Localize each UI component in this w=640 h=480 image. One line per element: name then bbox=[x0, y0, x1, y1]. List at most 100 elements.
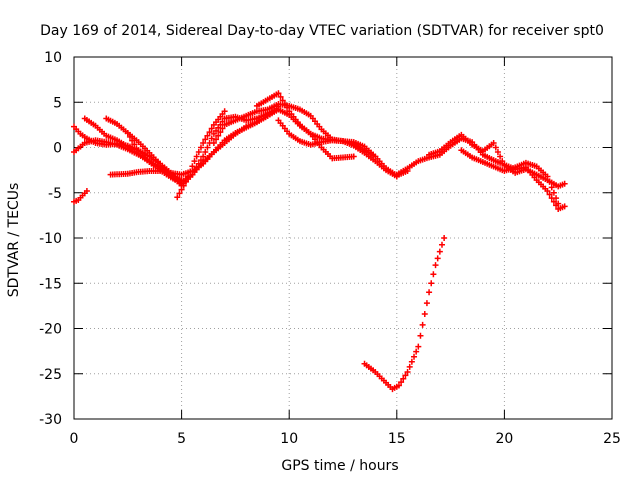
data-point bbox=[494, 149, 501, 156]
data-point bbox=[176, 190, 183, 197]
data-point bbox=[219, 125, 226, 132]
y-tick-label: 10 bbox=[44, 50, 62, 66]
data-point bbox=[213, 136, 220, 143]
series-arc-p bbox=[361, 235, 448, 393]
data-point bbox=[544, 187, 551, 194]
grid bbox=[74, 57, 612, 419]
data-point bbox=[430, 271, 437, 278]
data-point bbox=[208, 125, 215, 132]
y-tick-label: -20 bbox=[39, 322, 62, 338]
data-point bbox=[426, 289, 433, 296]
data-point bbox=[402, 372, 409, 379]
data-point bbox=[221, 108, 228, 115]
data-point bbox=[553, 195, 560, 202]
data-point bbox=[208, 135, 215, 142]
data-point bbox=[561, 180, 568, 187]
data-point bbox=[204, 132, 211, 139]
data-point bbox=[281, 101, 288, 108]
data-point bbox=[200, 139, 207, 146]
data-point bbox=[182, 178, 189, 185]
series-arc-f bbox=[174, 108, 228, 201]
data-point bbox=[174, 194, 181, 201]
y-tick-label: -15 bbox=[39, 276, 62, 292]
data-point bbox=[415, 343, 422, 350]
data-point bbox=[417, 332, 424, 339]
data-point bbox=[210, 139, 217, 146]
data-point bbox=[546, 178, 553, 185]
data-point bbox=[195, 160, 202, 167]
data-point bbox=[395, 382, 402, 389]
data-point bbox=[419, 321, 426, 328]
data-point bbox=[129, 137, 136, 144]
data-point bbox=[279, 97, 286, 104]
data-point bbox=[441, 235, 448, 241]
chart-title: Day 169 of 2014, Sidereal Day-to-day VTE… bbox=[40, 23, 604, 39]
data-point bbox=[411, 353, 418, 360]
data-point bbox=[550, 198, 557, 205]
x-tick-label: 10 bbox=[280, 431, 298, 447]
data-point bbox=[197, 144, 204, 151]
data-point bbox=[434, 255, 441, 262]
data-point bbox=[202, 149, 209, 156]
data-point bbox=[180, 182, 187, 189]
data-point bbox=[421, 311, 428, 318]
data-point bbox=[178, 186, 185, 193]
data-point bbox=[131, 141, 138, 148]
y-tick-label: -25 bbox=[39, 367, 62, 383]
y-tick-label: -30 bbox=[39, 412, 62, 428]
data-point bbox=[428, 280, 435, 287]
data-point bbox=[83, 187, 90, 194]
data-point bbox=[275, 90, 282, 97]
ticks: 0 5 10 15 20 25 -30 -25 -20 -15 -10 -5 0 5 10 bbox=[39, 50, 621, 447]
y-tick-label: 0 bbox=[53, 141, 62, 157]
series-arc-j bbox=[253, 90, 357, 162]
data-point bbox=[561, 203, 568, 210]
data-point bbox=[490, 139, 497, 146]
data-point bbox=[350, 153, 357, 160]
data-point bbox=[191, 168, 198, 175]
x-tick-label: 25 bbox=[603, 431, 621, 447]
series-arc-n bbox=[458, 147, 562, 207]
data-point bbox=[124, 130, 131, 137]
x-tick-label: 0 bbox=[70, 431, 79, 447]
y-tick-label: -10 bbox=[39, 231, 62, 247]
data-point bbox=[277, 93, 284, 100]
data-point bbox=[213, 127, 220, 134]
data-point bbox=[497, 153, 504, 160]
data-point bbox=[400, 375, 407, 382]
data-point bbox=[191, 158, 198, 165]
y-tick-label: 5 bbox=[53, 95, 62, 111]
data-point bbox=[398, 379, 405, 386]
data-point bbox=[423, 300, 430, 307]
data-point bbox=[219, 118, 226, 125]
data-point bbox=[189, 171, 196, 178]
data-point bbox=[202, 136, 209, 143]
x-tick-label: 15 bbox=[388, 431, 406, 447]
data-point bbox=[408, 358, 415, 365]
data-point bbox=[217, 129, 224, 136]
data-point bbox=[195, 149, 202, 156]
data-point bbox=[133, 145, 140, 152]
x-tick-label: 5 bbox=[177, 431, 186, 447]
data-point bbox=[406, 363, 413, 370]
data-point bbox=[200, 153, 207, 160]
data-point bbox=[206, 129, 213, 136]
data-point bbox=[197, 157, 204, 164]
data-point bbox=[193, 153, 200, 160]
data-point bbox=[492, 144, 499, 151]
data-point bbox=[555, 200, 562, 207]
data-point bbox=[284, 104, 291, 111]
data-point bbox=[550, 189, 557, 196]
series-arc-e bbox=[124, 103, 282, 189]
data-point bbox=[438, 241, 445, 248]
series-arc-k bbox=[275, 117, 400, 180]
data-point bbox=[432, 262, 439, 269]
x-axis-label: GPS time / hours bbox=[281, 458, 398, 474]
x-tick-label: 20 bbox=[495, 431, 513, 447]
y-tick-label: -5 bbox=[48, 186, 62, 202]
y-axis-label: SDTVAR / TECUs bbox=[6, 183, 22, 298]
data-point bbox=[544, 173, 551, 180]
data-point bbox=[548, 184, 555, 191]
data-point bbox=[126, 133, 133, 140]
